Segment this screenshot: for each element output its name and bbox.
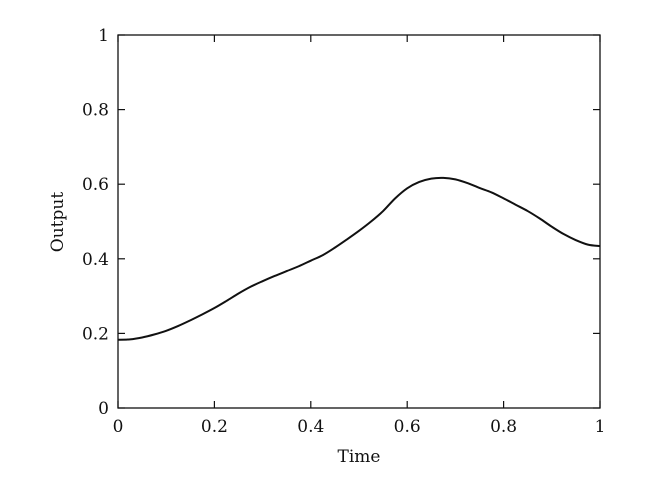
plot-frame	[117, 34, 601, 409]
y-tick-label: 0.6	[82, 175, 109, 195]
y-tick-label: 1	[98, 26, 109, 46]
output-series-line	[117, 176, 601, 341]
tick-labels: 0 0.2 0.4 0.6 0.8 1 0 0.2 0.4 0.6 0.8 1	[82, 26, 605, 437]
y-axis-title: Output	[48, 192, 68, 253]
y-tick-label: 0.8	[82, 101, 109, 121]
x-tick-label: 0.8	[490, 417, 517, 437]
x-tick-label: 0.2	[201, 417, 228, 437]
y-tick-label: 0.4	[82, 250, 109, 270]
x-tick-label: 0.4	[297, 417, 324, 437]
y-tick-label: 0	[98, 399, 109, 419]
x-axis-title: Time	[338, 447, 381, 467]
x-tick-label: 0.6	[394, 417, 421, 437]
x-tick-label: 1	[595, 417, 606, 437]
y-tick-label: 0.2	[82, 324, 109, 344]
x-tick-label: 0	[113, 417, 124, 437]
axis-ticks	[117, 34, 601, 409]
